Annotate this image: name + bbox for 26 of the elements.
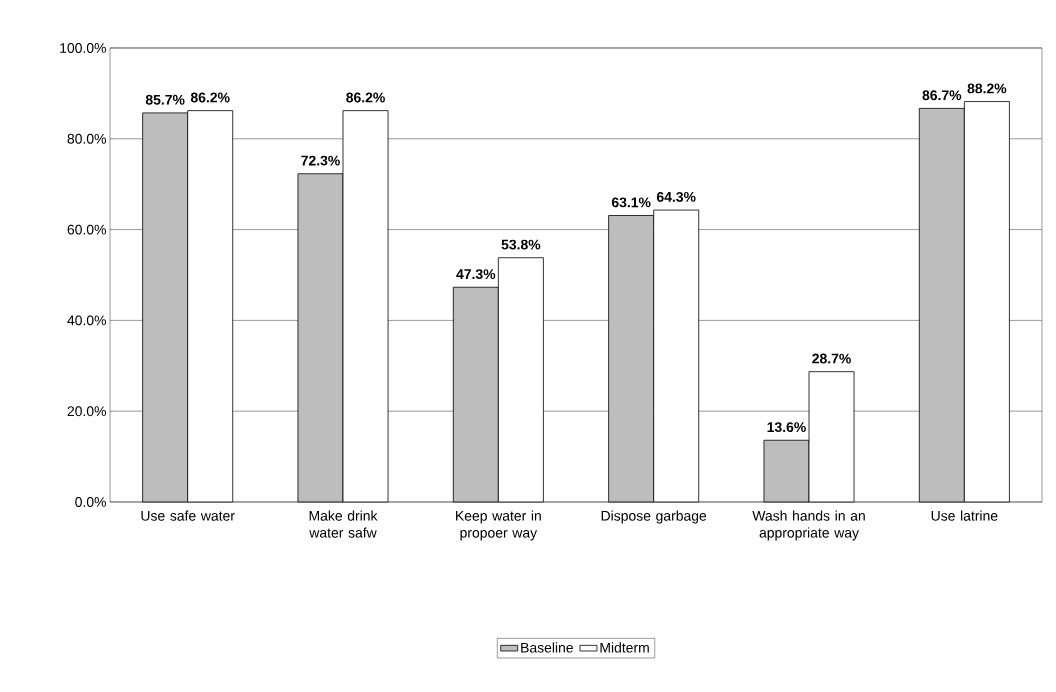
- x-tick-label: Keep water in propoer way: [456, 510, 541, 541]
- x-tick-label: Use latrine: [931, 510, 998, 521]
- legend-label: Baseline: [521, 642, 573, 653]
- legend-label: Midterm: [600, 642, 649, 653]
- y-tick-label: 60.0%: [67, 224, 106, 235]
- y-tick-label: 100.0%: [60, 43, 106, 53]
- data-label: 86.2%: [346, 92, 385, 103]
- x-tick-label: Use safe water: [141, 510, 235, 521]
- y-tick-label: 80.0%: [67, 133, 106, 144]
- data-label: 64.3%: [656, 191, 696, 202]
- data-label: 72.3%: [301, 155, 340, 166]
- data-label: 53.8%: [501, 239, 541, 250]
- data-label: 63.1%: [611, 197, 651, 208]
- x-tick-label: Wash hands in an appropriate way: [752, 510, 865, 541]
- data-label: 86.7%: [922, 90, 962, 101]
- data-label: 28.7%: [812, 353, 851, 364]
- y-tick-label: 0.0%: [75, 497, 106, 507]
- y-tick-label: 20.0%: [67, 406, 106, 417]
- data-label: 13.6%: [767, 422, 806, 433]
- x-tick-label: Make drink water safw: [309, 510, 378, 538]
- data-label: 86.2%: [190, 92, 230, 103]
- data-label: 47.3%: [456, 269, 496, 280]
- data-label: 85.7%: [145, 94, 185, 105]
- data-label: 88.2%: [967, 83, 1007, 94]
- y-tick-label: 40.0%: [67, 315, 106, 326]
- x-tick-label: Dispose garbage: [601, 510, 707, 524]
